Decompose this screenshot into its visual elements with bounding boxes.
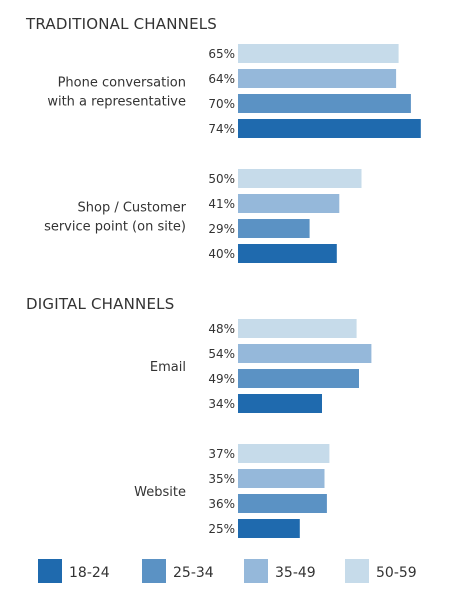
bar <box>238 394 322 413</box>
legend-label: 25-34 <box>173 565 214 581</box>
bar <box>238 44 399 63</box>
category-label: Phone conversation with a representative <box>47 76 186 110</box>
bar-value-label: 49% <box>208 372 235 386</box>
bar-value-label: 41% <box>208 197 235 211</box>
bar <box>238 469 325 488</box>
bar <box>238 219 310 238</box>
bar <box>238 344 372 363</box>
bar <box>238 444 330 463</box>
bar <box>238 319 357 338</box>
bar <box>238 519 300 538</box>
legend-swatch <box>244 559 268 583</box>
bar <box>238 119 421 138</box>
legend-label: 50-59 <box>376 565 417 581</box>
bar <box>238 244 337 263</box>
bar <box>238 194 340 213</box>
bar-value-label: 34% <box>208 397 235 411</box>
category-label: Website <box>134 485 186 500</box>
legend-label: 35-49 <box>275 565 316 581</box>
bar-value-label: 70% <box>208 97 235 111</box>
bar-value-label: 40% <box>208 247 235 261</box>
legend-swatch <box>38 559 62 583</box>
bar <box>238 369 359 388</box>
section-title: DIGITAL CHANNELS <box>26 295 174 313</box>
bar-value-label: 48% <box>208 322 235 336</box>
bar-value-label: 65% <box>208 47 235 61</box>
bar <box>238 169 362 188</box>
category-label: Shop / Customer service point (on site) <box>44 201 187 235</box>
bar-value-label: 36% <box>208 497 235 511</box>
bar <box>238 94 411 113</box>
bar-value-label: 35% <box>208 472 235 486</box>
legend-label: 18-24 <box>69 565 110 581</box>
bar <box>238 69 397 88</box>
bar-value-label: 64% <box>208 72 235 86</box>
bar-value-label: 25% <box>208 522 235 536</box>
bar-value-label: 29% <box>208 222 235 236</box>
bar <box>238 494 327 513</box>
section-title: TRADITIONAL CHANNELS <box>25 15 217 33</box>
bar-value-label: 74% <box>208 122 235 136</box>
bar-value-label: 37% <box>208 447 235 461</box>
bar-value-label: 54% <box>208 347 235 361</box>
legend-swatch <box>142 559 166 583</box>
legend-swatch <box>345 559 369 583</box>
bar-value-label: 50% <box>208 172 235 186</box>
category-label: Email <box>150 360 186 375</box>
